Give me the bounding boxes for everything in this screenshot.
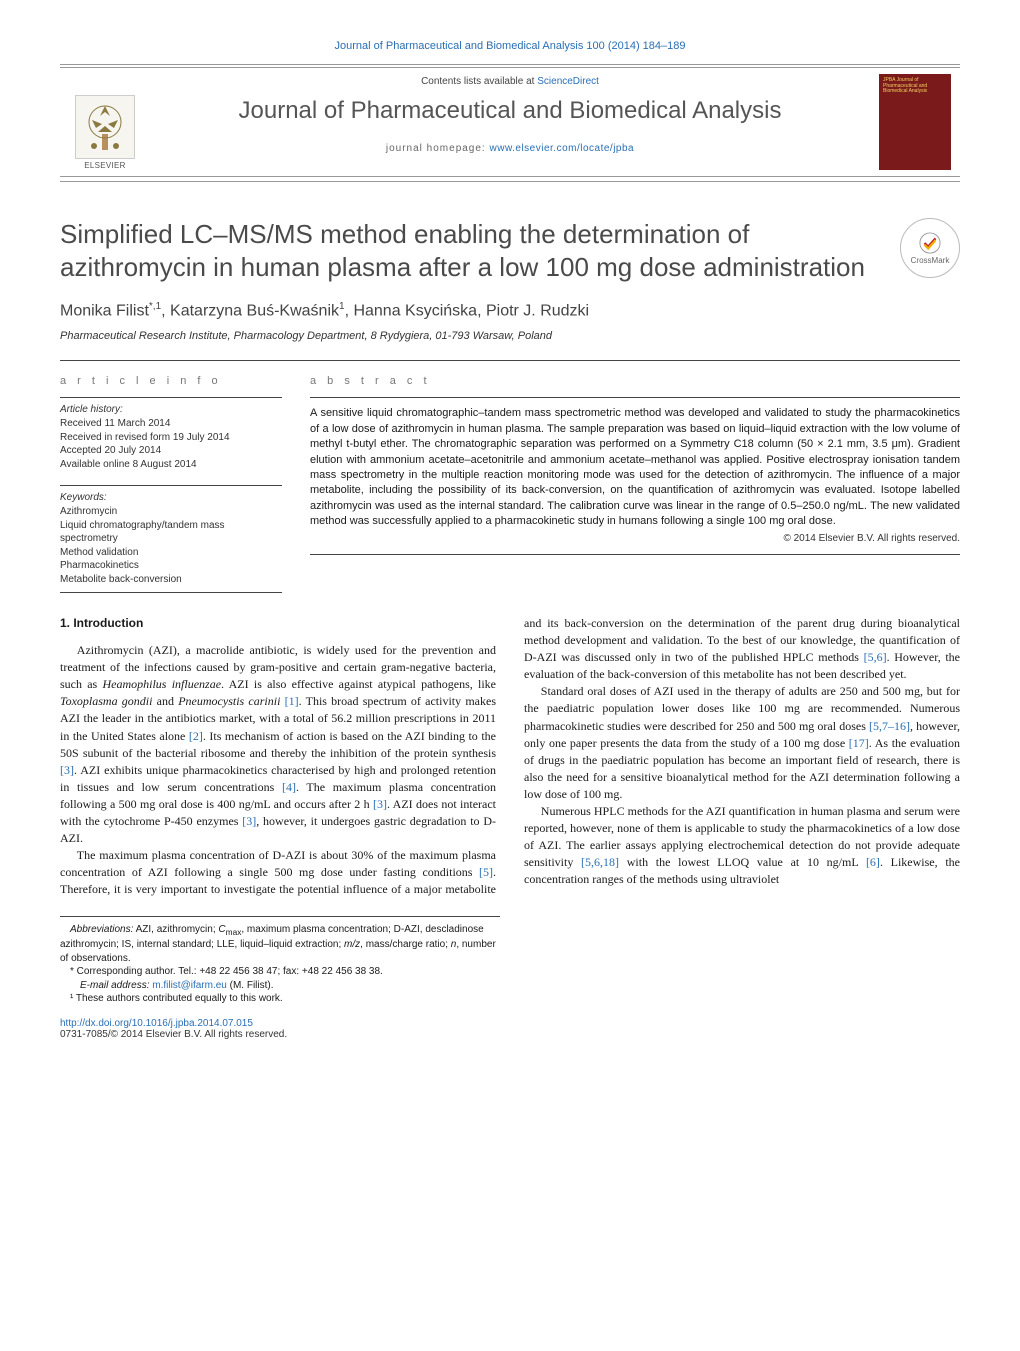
journal-reference: Journal of Pharmaceutical and Biomedical…	[60, 40, 960, 52]
keywords-block: Azithromycin Liquid chromatography/tande…	[60, 505, 282, 593]
cover-block: JPBA Journal of Pharmaceutical and Biome…	[870, 68, 960, 176]
corresponding-author: * Corresponding author. Tel.: +48 22 456…	[60, 965, 500, 979]
abstract-heading: a b s t r a c t	[310, 375, 960, 387]
section-heading: 1. Introduction	[60, 615, 496, 632]
homepage-link[interactable]: www.elsevier.com/locate/jpba	[490, 143, 635, 154]
contents-prefix: Contents lists available at	[421, 76, 537, 87]
rule	[60, 181, 960, 182]
abstract-body: A sensitive liquid chromatographic–tande…	[310, 397, 960, 555]
masthead: ELSEVIER Contents lists available at Sci…	[60, 67, 960, 177]
history-line: Received in revised form 19 July 2014	[60, 431, 282, 445]
abstract-column: a b s t r a c t A sensitive liquid chrom…	[310, 361, 960, 593]
article-info-column: a r t i c l e i n f o Article history: R…	[60, 361, 282, 593]
cover-text: JPBA Journal of Pharmaceutical and Biome…	[883, 78, 947, 95]
publisher-label: ELSEVIER	[84, 161, 126, 170]
keyword: Azithromycin	[60, 505, 282, 519]
crossmark-badge[interactable]: CrossMark	[900, 218, 960, 278]
authors: Monika Filist*,1, Katarzyna Buś-Kwaśnik1…	[60, 301, 960, 320]
journal-cover-thumb: JPBA Journal of Pharmaceutical and Biome…	[879, 74, 951, 170]
abstract-text: A sensitive liquid chromatographic–tande…	[310, 407, 960, 527]
history-line: Available online 8 August 2014	[60, 458, 282, 472]
equal-contribution-note: ¹ These authors contributed equally to t…	[60, 992, 500, 1006]
email-line: E-mail address: m.filist@ifarm.eu (M. Fi…	[60, 979, 500, 993]
homepage-label: journal homepage:	[386, 143, 490, 154]
keyword: Pharmacokinetics	[60, 559, 282, 573]
rule	[60, 64, 960, 65]
author-email-link[interactable]: m.filist@ifarm.eu	[152, 980, 227, 991]
publisher-block: ELSEVIER	[60, 68, 150, 176]
sciencedirect-link[interactable]: ScienceDirect	[537, 76, 599, 87]
title-row: Simplified LC–MS/MS method enabling the …	[60, 218, 960, 283]
contents-line: Contents lists available at ScienceDirec…	[156, 76, 864, 87]
email-label: E-mail address:	[80, 980, 152, 991]
keyword: Metabolite back-conversion	[60, 573, 282, 587]
crossmark-icon	[919, 232, 941, 254]
tree-icon	[82, 102, 128, 152]
history-heading: Article history:	[60, 404, 282, 415]
homepage-line: journal homepage: www.elsevier.com/locat…	[156, 143, 864, 154]
footnotes: Abbreviations: AZI, azithromycin; Cmax, …	[60, 916, 500, 1006]
meta-row: a r t i c l e i n f o Article history: R…	[60, 361, 960, 593]
abbreviations: Abbreviations: AZI, azithromycin; Cmax, …	[60, 923, 500, 965]
keywords-heading: Keywords:	[60, 485, 282, 503]
doi-link[interactable]: http://dx.doi.org/10.1016/j.jpba.2014.07…	[60, 1018, 253, 1029]
footer: http://dx.doi.org/10.1016/j.jpba.2014.07…	[60, 1018, 960, 1040]
journal-ref-link[interactable]: Journal of Pharmaceutical and Biomedical…	[335, 40, 686, 52]
affiliation: Pharmaceutical Research Institute, Pharm…	[60, 330, 960, 342]
article-title: Simplified LC–MS/MS method enabling the …	[60, 218, 884, 283]
keyword: Liquid chromatography/tandem mass spectr…	[60, 519, 282, 546]
body-paragraph: Standard oral doses of AZI used in the t…	[524, 683, 960, 802]
issn-line: 0731-7085/© 2014 Elsevier B.V. All right…	[60, 1029, 960, 1040]
crossmark-label: CrossMark	[911, 256, 950, 265]
abbrev-label: Abbreviations:	[70, 924, 133, 935]
masthead-center: Contents lists available at ScienceDirec…	[150, 68, 870, 176]
body-paragraph: Azithromycin (AZI), a macrolide antibiot…	[60, 642, 496, 846]
keyword: Method validation	[60, 546, 282, 560]
copyright-line: © 2014 Elsevier B.V. All rights reserved…	[310, 532, 960, 546]
history-line: Accepted 20 July 2014	[60, 444, 282, 458]
email-suffix: (M. Filist).	[227, 980, 274, 991]
journal-title: Journal of Pharmaceutical and Biomedical…	[156, 97, 864, 125]
body-columns: 1. Introduction Azithromycin (AZI), a ma…	[60, 615, 960, 898]
elsevier-logo	[75, 95, 135, 159]
history-line: Received 11 March 2014	[60, 417, 282, 431]
body-paragraph: Numerous HPLC methods for the AZI quanti…	[524, 803, 960, 888]
article-info-heading: a r t i c l e i n f o	[60, 375, 282, 387]
